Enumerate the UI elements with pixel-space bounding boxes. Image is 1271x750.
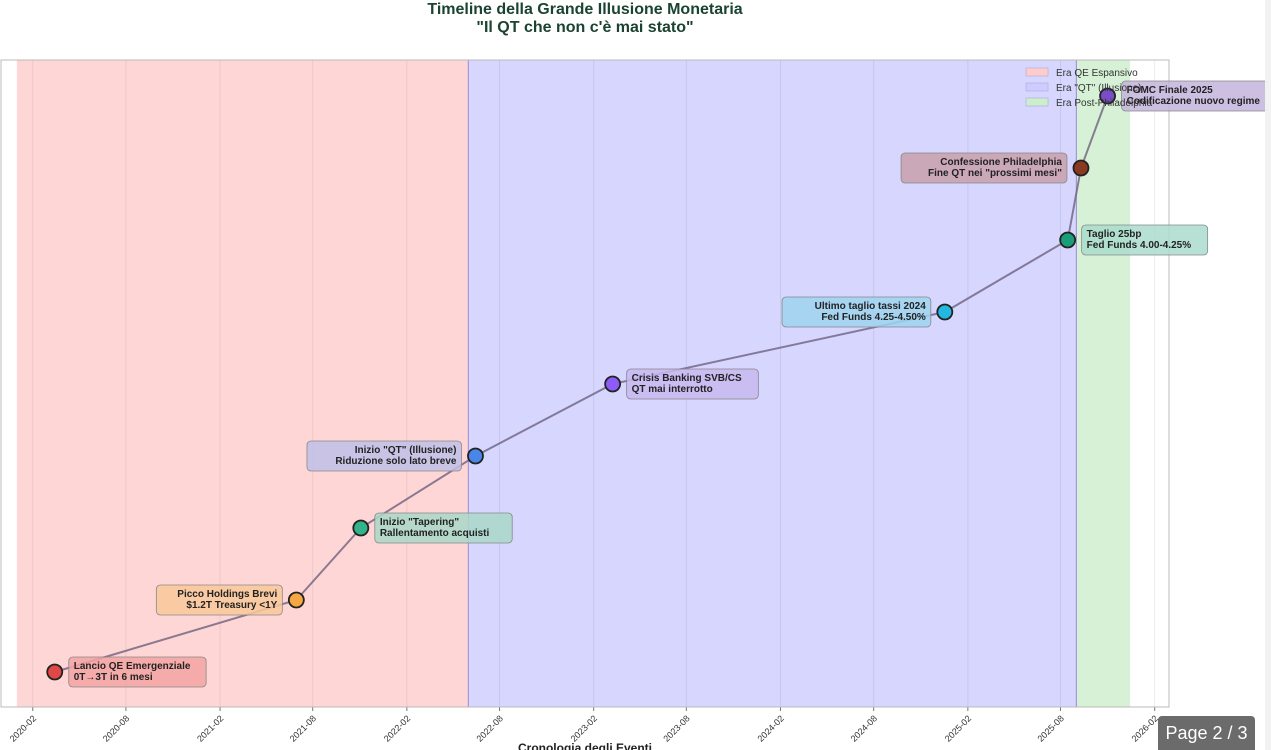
- event-label-box: [68, 656, 207, 688]
- event-label-box: [155, 584, 283, 616]
- x-tick-label: 2026-02: [1130, 713, 1160, 743]
- x-tick-label: 2025-08: [1035, 713, 1065, 743]
- event-point: [936, 303, 954, 321]
- event-detail: Fine QT nei "prossimi mesi": [928, 168, 1062, 179]
- event-3: Inizio "Tapering"Rallentamento acquisti: [352, 512, 513, 544]
- event-title: FOMC Finale 2025: [1127, 85, 1214, 96]
- legend-label: Era "QT" (Illusione): [1056, 83, 1141, 94]
- legend-swatch: [1025, 67, 1049, 77]
- event-label-box: [306, 440, 462, 472]
- x-tick-label: 2023-08: [661, 713, 691, 743]
- legend: Era QE Espansivo Era "QT" (Illusione) Era …: [1025, 67, 1153, 109]
- vertical-scrollbar[interactable]: [1265, 0, 1271, 750]
- event-title: Lancio QE Emergenziale: [74, 661, 191, 672]
- event-detail: Fed Funds 4.25-4.50%: [821, 312, 926, 323]
- event-detail: Fed Funds 4.00-4.25%: [1087, 240, 1192, 251]
- event-label-box: [374, 512, 513, 544]
- x-tick-label: 2023-02: [569, 713, 599, 743]
- x-tick-label: 2022-08: [475, 713, 505, 743]
- x-tick-label: 2024-08: [849, 713, 879, 743]
- legend-swatch: [1025, 82, 1049, 92]
- event-detail: QT mai interrotto: [632, 384, 713, 395]
- event-detail: Riduzione solo lato breve: [335, 456, 457, 467]
- chart-title: Timeline della Grande Illusione Monetari…: [427, 1, 743, 18]
- event-detail: $1.2T Treasury <1Y: [186, 600, 277, 611]
- event-label-box: [900, 152, 1068, 184]
- event-point: [1099, 87, 1116, 105]
- plot-frame: [0, 59, 1170, 708]
- legend-label: Era QE Espansivo: [1056, 68, 1138, 79]
- event-label-box: [781, 296, 932, 328]
- x-tick-label: 2022-02: [382, 713, 412, 743]
- event-title: Confessione Philadelphia: [940, 157, 1062, 168]
- event-detail: Codificazione nuovo regime: [1127, 96, 1261, 107]
- event-title: Picco Holdings Brevi: [177, 589, 277, 600]
- x-tick-label: 2024-02: [756, 713, 786, 743]
- event-point: [467, 447, 484, 465]
- page-indicator[interactable]: Page 2 / 3: [1158, 716, 1255, 750]
- event-detail: 0T→3T in 6 mesi: [74, 672, 153, 683]
- event-point: [1072, 159, 1090, 177]
- event-title: Inizio "QT" (Illusione): [355, 445, 457, 456]
- event-detail: Rallentamento acquisti: [380, 528, 490, 539]
- event-label-box: [1081, 224, 1209, 256]
- event-point: [287, 591, 305, 609]
- x-tick-label: 2021-02: [195, 713, 225, 743]
- x-axis-label: Cronologia degli Eventi: [518, 741, 652, 750]
- x-tick-label: 2020-02: [8, 713, 38, 743]
- event-2: Picco Holdings Brevi$1.2T Treasury <1Y: [155, 584, 305, 616]
- event-title: Crisis Banking SVB/CS: [632, 373, 742, 384]
- event-title: Ultimo taglio tassi 2024: [815, 301, 927, 312]
- event-4: Inizio "QT" (Illusione)Riduzione solo la…: [306, 440, 484, 472]
- event-title: Taglio 25bp: [1087, 229, 1142, 240]
- x-tick-label: 2020-08: [101, 713, 131, 743]
- event-title: Inizio "Tapering": [380, 517, 460, 528]
- event-point: [1059, 231, 1077, 249]
- x-tick-label: 2021-08: [288, 713, 318, 743]
- event-label-box: [1121, 80, 1271, 112]
- legend-label: Era Post-Philadelphia: [1056, 98, 1153, 109]
- event-point: [352, 519, 370, 537]
- event-label-box: [626, 368, 759, 400]
- event-point: [604, 375, 622, 393]
- x-tick-label: 2025-02: [943, 713, 973, 743]
- legend-swatch: [1025, 97, 1049, 107]
- event-point: [46, 663, 64, 681]
- chart-subtitle: "Il QT che non c'è mai stato": [476, 19, 694, 36]
